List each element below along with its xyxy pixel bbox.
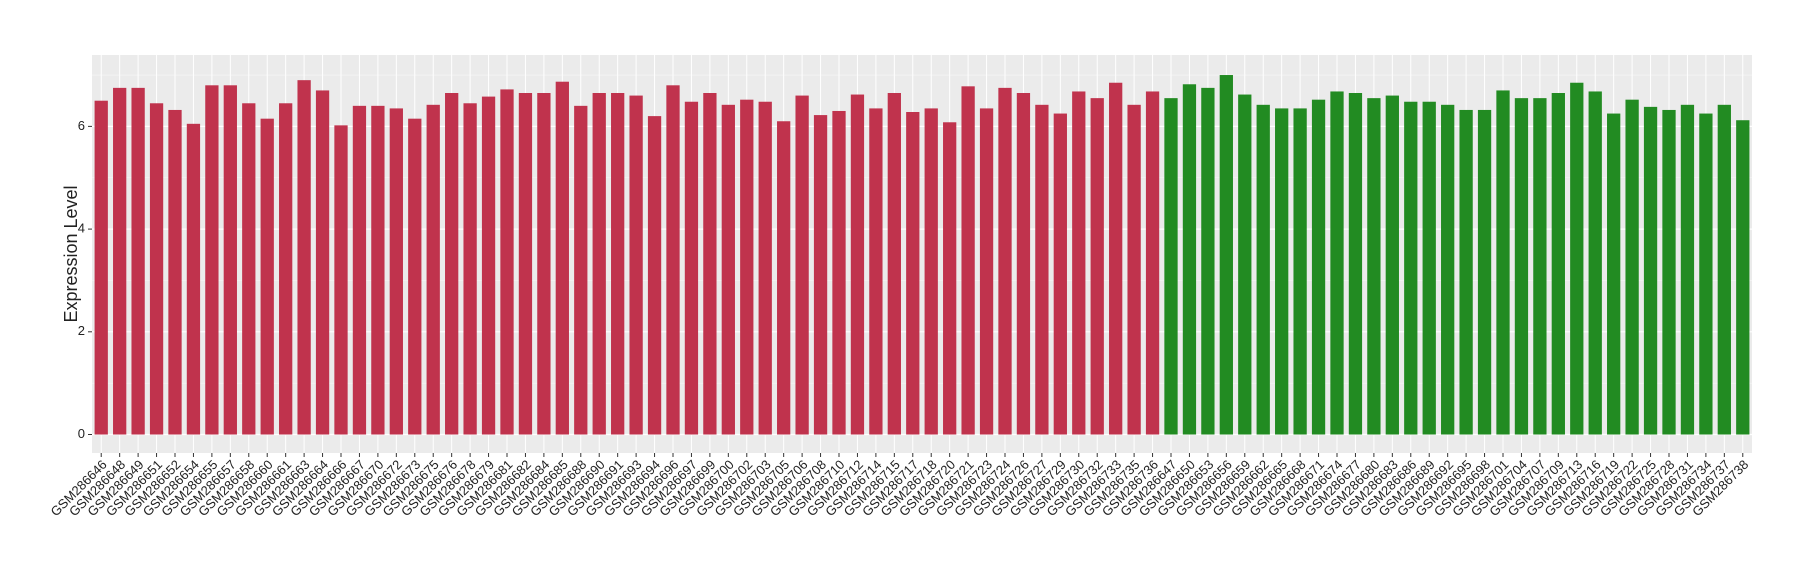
- bar: [1238, 94, 1252, 435]
- bar: [1127, 104, 1141, 435]
- bar: [1256, 104, 1270, 435]
- bar: [297, 80, 311, 435]
- bar: [1459, 109, 1473, 435]
- bar: [998, 87, 1012, 435]
- bar: [1385, 95, 1399, 435]
- bar: [1717, 104, 1731, 435]
- bar: [334, 125, 348, 435]
- bar: [666, 85, 680, 435]
- bar: [168, 109, 182, 435]
- bar: [740, 99, 754, 435]
- bar: [592, 93, 606, 435]
- bar: [352, 105, 367, 435]
- bar: [371, 105, 385, 435]
- bar: [223, 85, 237, 435]
- bar: [887, 93, 901, 435]
- bar: [445, 93, 459, 435]
- bar: [850, 94, 865, 435]
- bar: [1662, 109, 1676, 435]
- bar: [186, 123, 201, 435]
- bar: [961, 86, 975, 435]
- bar: [1311, 99, 1326, 435]
- bar: [1404, 101, 1418, 435]
- bar: [777, 121, 791, 435]
- bar: [647, 116, 662, 435]
- bar: [1145, 91, 1160, 435]
- bar: [943, 122, 957, 435]
- bar: [1219, 75, 1233, 435]
- bar: [869, 108, 883, 435]
- y-tick-label: 4: [78, 221, 85, 236]
- bar: [1736, 120, 1750, 435]
- y-axis-title: Expression Level: [61, 185, 81, 322]
- bar: [1367, 98, 1381, 435]
- bar: [684, 101, 699, 435]
- bar: [1422, 101, 1436, 435]
- bar: [389, 108, 403, 435]
- bar: [242, 103, 256, 435]
- bar: [113, 87, 127, 435]
- bar: [703, 93, 717, 435]
- bar: [481, 96, 496, 435]
- bar: [979, 108, 994, 435]
- bar: [1164, 98, 1178, 435]
- bar: [260, 118, 274, 435]
- plot-panel: [92, 55, 1752, 453]
- bar: [1533, 98, 1547, 435]
- bar: [758, 101, 772, 435]
- bar: [1201, 87, 1215, 435]
- y-tick-label: 2: [78, 323, 85, 338]
- y-tick-label: 0: [78, 426, 85, 441]
- bar: [1016, 93, 1031, 435]
- bar: [721, 104, 735, 435]
- bar: [149, 103, 164, 435]
- bar: [1551, 93, 1565, 435]
- bar: [1680, 104, 1695, 435]
- bar: [1053, 113, 1067, 435]
- bar: [1441, 104, 1455, 435]
- y-tick-label: 6: [78, 118, 85, 133]
- bar: [500, 89, 514, 435]
- bar: [906, 112, 920, 435]
- bar: [279, 103, 293, 435]
- bar: [555, 81, 569, 435]
- bar: [1293, 108, 1307, 435]
- bar: [1090, 98, 1104, 435]
- bar: [1275, 108, 1289, 435]
- bar: [1330, 91, 1344, 435]
- bar: [1035, 104, 1049, 435]
- bar: [629, 95, 643, 435]
- bar: [924, 108, 938, 435]
- bar: [832, 110, 846, 435]
- bar: [1514, 98, 1529, 435]
- bar: [463, 103, 477, 435]
- bar: [1699, 113, 1713, 435]
- bar: [1588, 91, 1602, 435]
- bar: [1182, 84, 1197, 435]
- bar: [1570, 82, 1584, 435]
- bar: [1348, 93, 1363, 435]
- bar: [1625, 99, 1639, 435]
- bar: [426, 104, 440, 435]
- bar: [518, 93, 533, 435]
- bar: [1072, 91, 1086, 435]
- bar: [795, 95, 809, 435]
- bar: [611, 93, 625, 435]
- bar: [131, 87, 145, 435]
- bar: [1607, 113, 1621, 435]
- bar: [315, 90, 330, 435]
- bar: [537, 93, 551, 435]
- bar: [1496, 90, 1510, 435]
- bar: [1109, 82, 1123, 435]
- bar: [408, 118, 422, 435]
- bar: [1477, 109, 1492, 435]
- bar: [574, 105, 588, 435]
- bar: [1643, 106, 1658, 435]
- bar: [813, 115, 828, 435]
- bar: [94, 100, 108, 435]
- bar: [205, 85, 219, 435]
